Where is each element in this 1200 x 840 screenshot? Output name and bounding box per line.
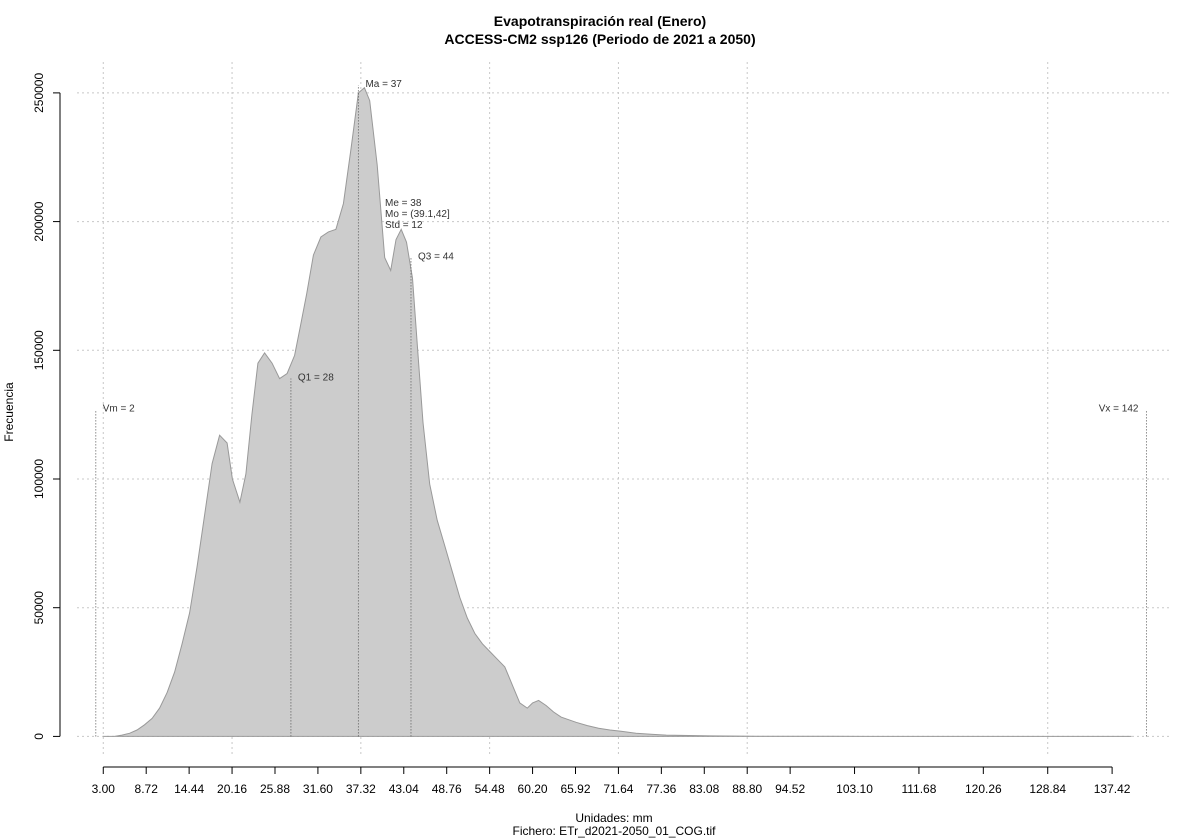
file-name-label: Fichero: ETr_d2021-2050_01_COG.tif	[513, 824, 717, 838]
stats-box: Me = 38 Mo = (39.1,42] Std = 12	[385, 198, 450, 231]
y-tick-label-2: 100000	[32, 459, 46, 499]
x-tick-label-15: 88.80	[732, 782, 762, 796]
x-tick-label-14: 83.08	[689, 782, 719, 796]
y-tick-label-5: 250000	[32, 73, 46, 113]
stat-std: Std = 12	[385, 220, 423, 231]
x-tick-label-17: 103.10	[836, 782, 873, 796]
statistic-markers: Vm = 2 Q1 = 28 Ma = 37 Q3 = 44 Vx = 142	[95, 79, 1147, 737]
y-tick-label-3: 150000	[32, 330, 46, 370]
marker-label-vm: Vm = 2	[103, 404, 135, 415]
x-axis-label: Unidades: mm	[575, 811, 652, 825]
marker-label-q3: Q3 = 44	[418, 252, 454, 263]
x-tick-label-7: 43.04	[389, 782, 419, 796]
x-tick-label-9: 54.48	[475, 782, 505, 796]
x-tick-label-4: 25.88	[260, 782, 290, 796]
x-tick-label-8: 48.76	[432, 782, 462, 796]
chart-subtitle: ACCESS-CM2 ssp126 (Periodo de 2021 a 205…	[444, 31, 755, 47]
x-tick-label-20: 128.84	[1029, 782, 1066, 796]
y-tick-label-1: 50000	[32, 591, 46, 625]
marker-label-vx: Vx = 142	[1099, 404, 1139, 415]
y-tick-label-0: 0	[32, 733, 46, 740]
stat-mode: Mo = (39.1,42]	[385, 209, 450, 220]
stat-median: Me = 38	[385, 198, 422, 209]
x-tick-label-16: 94.52	[775, 782, 805, 796]
x-tick-label-19: 120.26	[965, 782, 1002, 796]
x-tick-label-5: 31.60	[303, 782, 333, 796]
marker-label-q1: Q1 = 28	[298, 373, 334, 384]
x-tick-label-0: 3.00	[92, 782, 116, 796]
x-tick-label-18: 111.68	[901, 782, 936, 796]
x-tick-label-12: 71.64	[603, 782, 633, 796]
y-axis-label: Frecuencia	[2, 382, 16, 442]
chart-title: Evapotranspiración real (Enero)	[494, 13, 706, 29]
density-area	[103, 86, 1132, 737]
x-tick-label-13: 77.36	[646, 782, 676, 796]
x-tick-label-3: 20.16	[217, 782, 247, 796]
x-tick-label-2: 14.44	[174, 782, 204, 796]
x-tick-label-21: 137.42	[1094, 782, 1131, 796]
y-tick-label-4: 200000	[32, 201, 46, 241]
density-area-path	[103, 86, 1132, 737]
axes: 0 50000 100000 150000 200000 250000 3.00 8.72 14…	[32, 73, 1131, 796]
x-tick-label-1: 8.72	[135, 782, 159, 796]
x-tick-label-10: 60.20	[518, 782, 548, 796]
marker-label-ma: Ma = 37	[365, 79, 402, 90]
x-tick-label-11: 65.92	[560, 782, 590, 796]
x-tick-label-6: 37.32	[346, 782, 376, 796]
